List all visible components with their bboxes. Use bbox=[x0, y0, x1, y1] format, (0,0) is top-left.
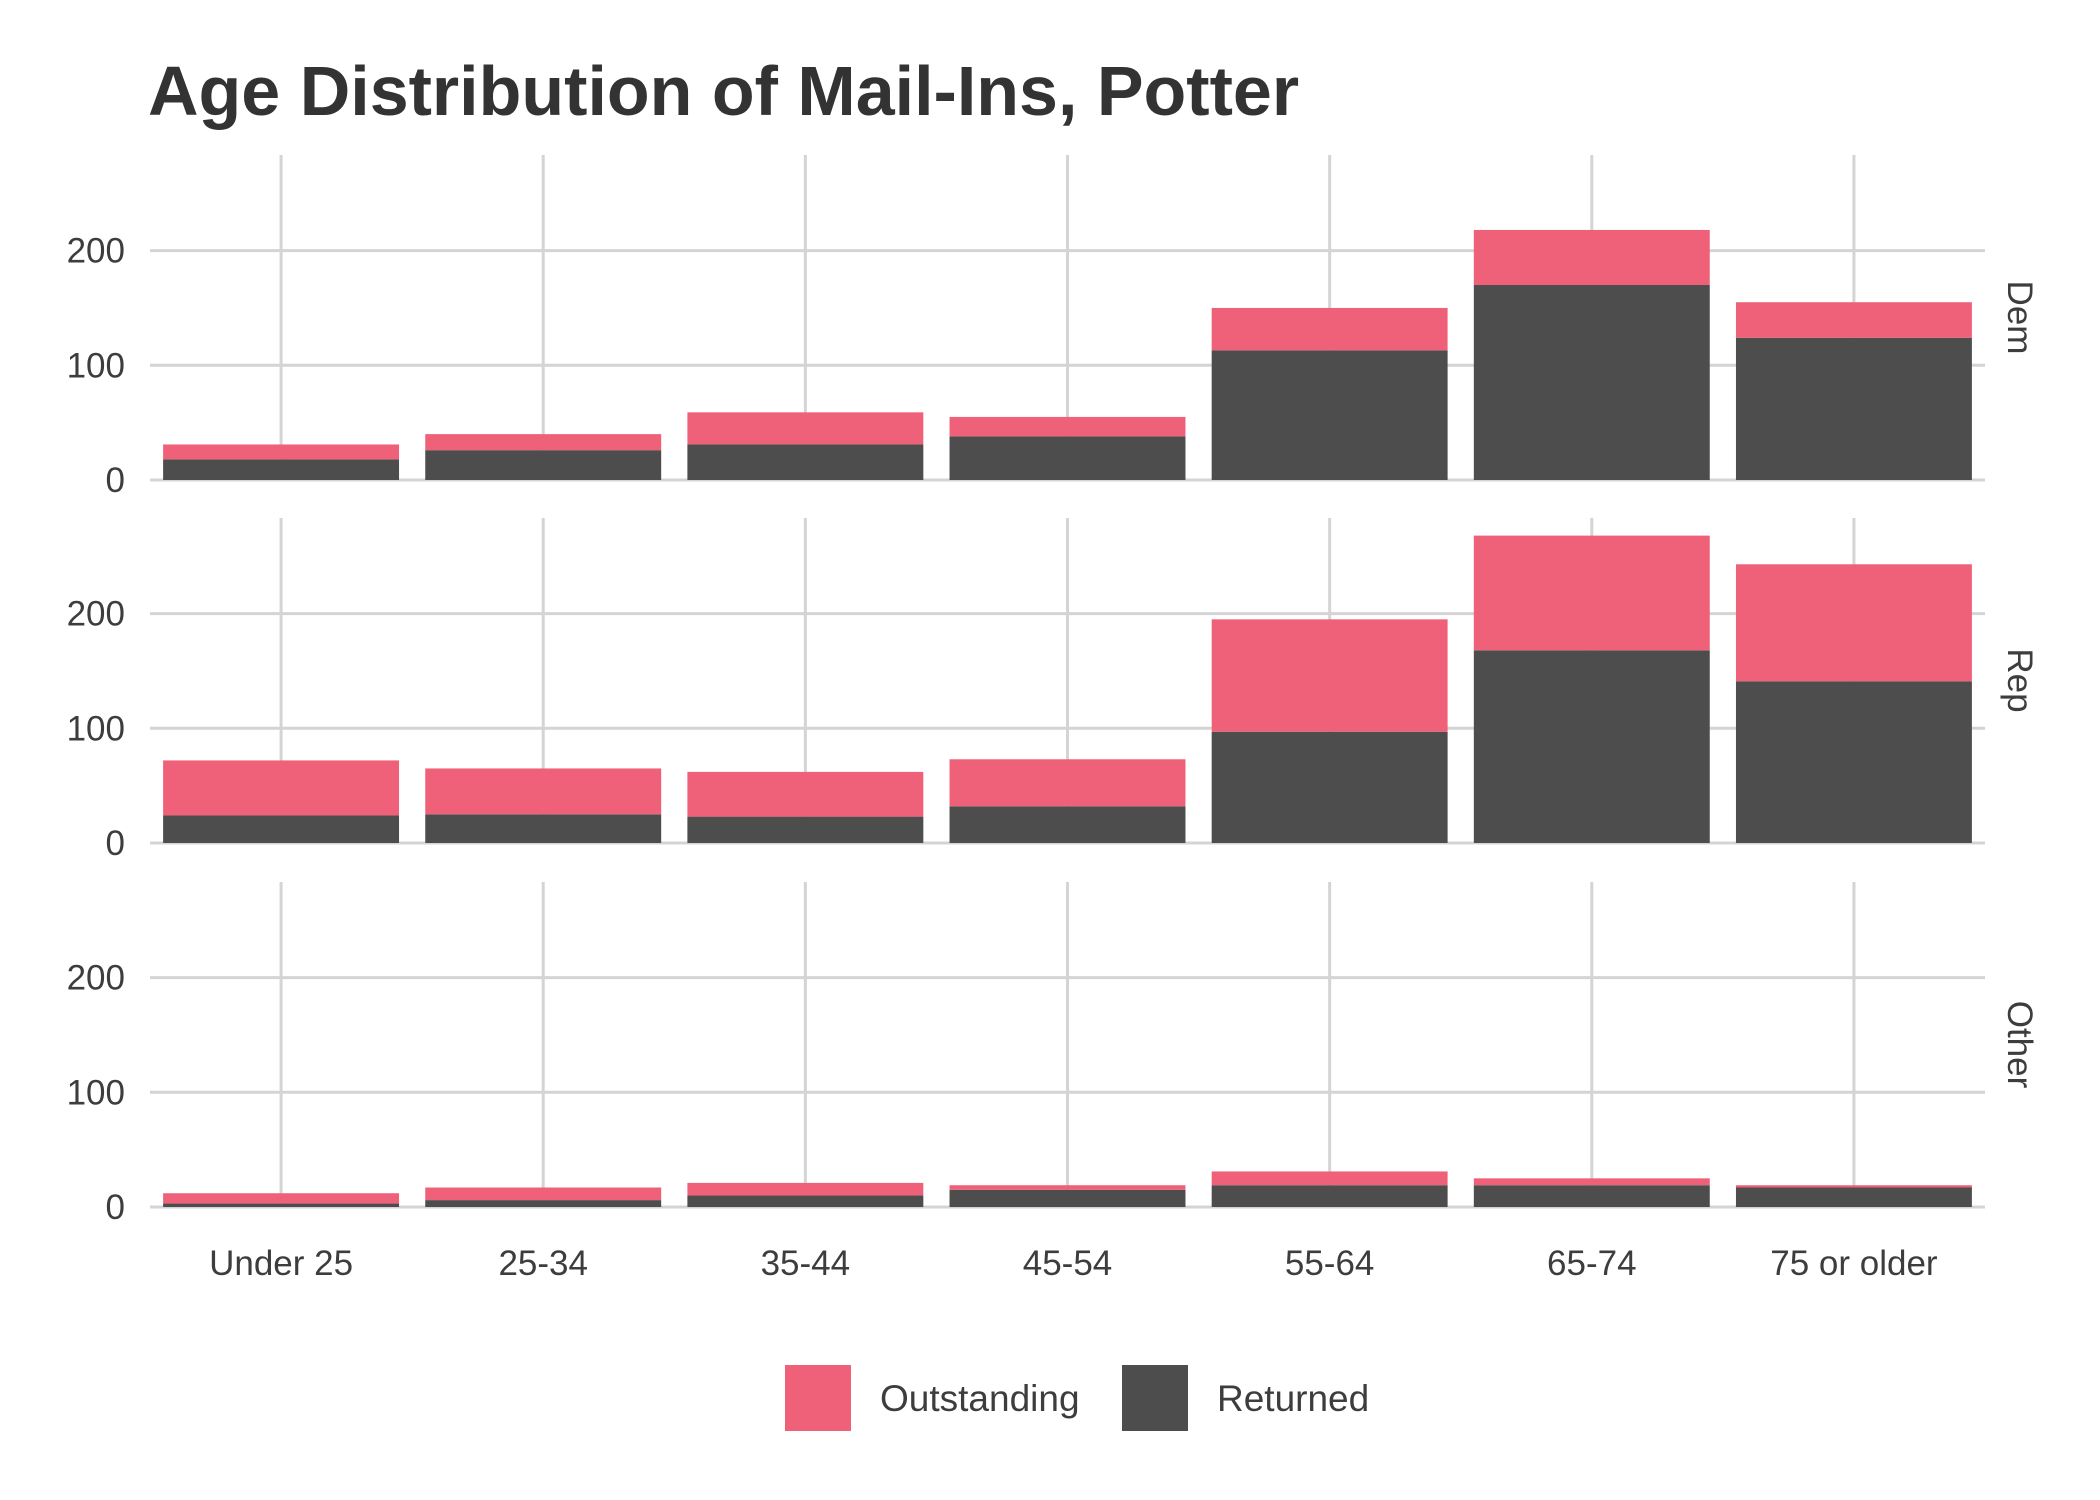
x-tick-label: 65-74 bbox=[1547, 1244, 1637, 1283]
bar-returned bbox=[687, 444, 924, 480]
legend: Outstanding Returned bbox=[785, 1365, 1369, 1431]
bar-returned bbox=[425, 450, 662, 480]
facet-label: Dem bbox=[2000, 281, 2039, 355]
bar-outstanding bbox=[1735, 1185, 1972, 1188]
chart-title: Age Distribution of Mail-Ins, Potter bbox=[148, 52, 1299, 130]
bar-outstanding bbox=[949, 416, 1186, 437]
y-tick-label: 0 bbox=[106, 824, 125, 863]
bar-returned bbox=[1473, 650, 1710, 843]
bar-outstanding bbox=[1735, 564, 1972, 682]
facet-label: Other bbox=[2000, 1001, 2039, 1089]
facet-panel-dem: 0 100 200 Dem bbox=[67, 155, 2039, 500]
bar-returned bbox=[425, 1200, 662, 1207]
legend-item-returned: Returned bbox=[1122, 1365, 1369, 1431]
bar-returned bbox=[163, 1203, 400, 1207]
facet-label: Rep bbox=[2000, 648, 2039, 712]
bar-returned bbox=[163, 815, 400, 843]
bar-returned bbox=[687, 816, 924, 843]
y-tick-label: 0 bbox=[106, 1188, 125, 1227]
bar-returned bbox=[1473, 285, 1710, 480]
bar-outstanding bbox=[425, 434, 662, 451]
facet-panel-other: 0 100 200 Other bbox=[67, 882, 2039, 1227]
bar-outstanding bbox=[1473, 1178, 1710, 1186]
bar-outstanding bbox=[687, 771, 924, 817]
bar-outstanding bbox=[1735, 302, 1972, 338]
legend-label: Outstanding bbox=[880, 1378, 1080, 1419]
bar-returned bbox=[1211, 731, 1448, 843]
bar-outstanding bbox=[163, 1193, 400, 1204]
bar-outstanding bbox=[425, 1187, 662, 1201]
y-tick-label: 200 bbox=[67, 595, 125, 634]
bar-outstanding bbox=[163, 760, 400, 816]
bar-returned bbox=[1735, 681, 1972, 843]
x-tick-label: 35-44 bbox=[761, 1244, 851, 1283]
bar-returned bbox=[1473, 1185, 1710, 1207]
bar-outstanding bbox=[687, 1182, 924, 1196]
y-tick-label: 100 bbox=[67, 1073, 125, 1112]
legend-swatch bbox=[1122, 1365, 1188, 1431]
legend-label: Returned bbox=[1217, 1378, 1369, 1419]
facet-panel-rep: 0 100 200 Rep bbox=[67, 518, 2039, 863]
bar-outstanding bbox=[687, 412, 924, 445]
bar-returned bbox=[425, 814, 662, 843]
y-tick-label: 100 bbox=[67, 709, 125, 748]
bar-returned bbox=[1735, 1187, 1972, 1207]
bar-returned bbox=[163, 459, 400, 480]
legend-swatch bbox=[785, 1365, 851, 1431]
bar-returned bbox=[1735, 337, 1972, 480]
bar-outstanding bbox=[425, 768, 662, 815]
bar-returned bbox=[687, 1195, 924, 1207]
bar-outstanding bbox=[949, 759, 1186, 807]
bar-outstanding bbox=[1211, 307, 1448, 351]
bar-returned bbox=[949, 806, 1186, 843]
bar-outstanding bbox=[163, 444, 400, 460]
x-tick-label: Under 25 bbox=[209, 1244, 353, 1283]
bar-returned bbox=[1211, 1185, 1448, 1207]
y-tick-label: 100 bbox=[67, 346, 125, 385]
bar-outstanding bbox=[1473, 535, 1710, 651]
x-tick-label: 25-34 bbox=[498, 1244, 588, 1283]
x-tick-label: 75 or older bbox=[1770, 1244, 1938, 1283]
bar-outstanding bbox=[1473, 229, 1710, 286]
bar-returned bbox=[949, 1189, 1186, 1207]
y-tick-label: 0 bbox=[106, 461, 125, 500]
y-tick-label: 200 bbox=[67, 232, 125, 271]
x-tick-label: 55-64 bbox=[1285, 1244, 1375, 1283]
bar-outstanding bbox=[949, 1185, 1186, 1190]
x-axis: Under 25 25-34 35-44 45-54 55-64 65-74 75 or o… bbox=[209, 1244, 1938, 1283]
x-tick-label: 45-54 bbox=[1023, 1244, 1113, 1283]
bar-returned bbox=[949, 436, 1186, 480]
facets: 0 100 200 Dem 0 100 200 Rep 0 100 200 Other bbox=[67, 155, 2039, 1227]
bar-outstanding bbox=[1211, 1171, 1448, 1186]
legend-item-outstanding: Outstanding bbox=[785, 1365, 1080, 1431]
bar-outstanding bbox=[1211, 619, 1448, 732]
bar-returned bbox=[1211, 350, 1448, 480]
y-tick-label: 200 bbox=[67, 959, 125, 998]
